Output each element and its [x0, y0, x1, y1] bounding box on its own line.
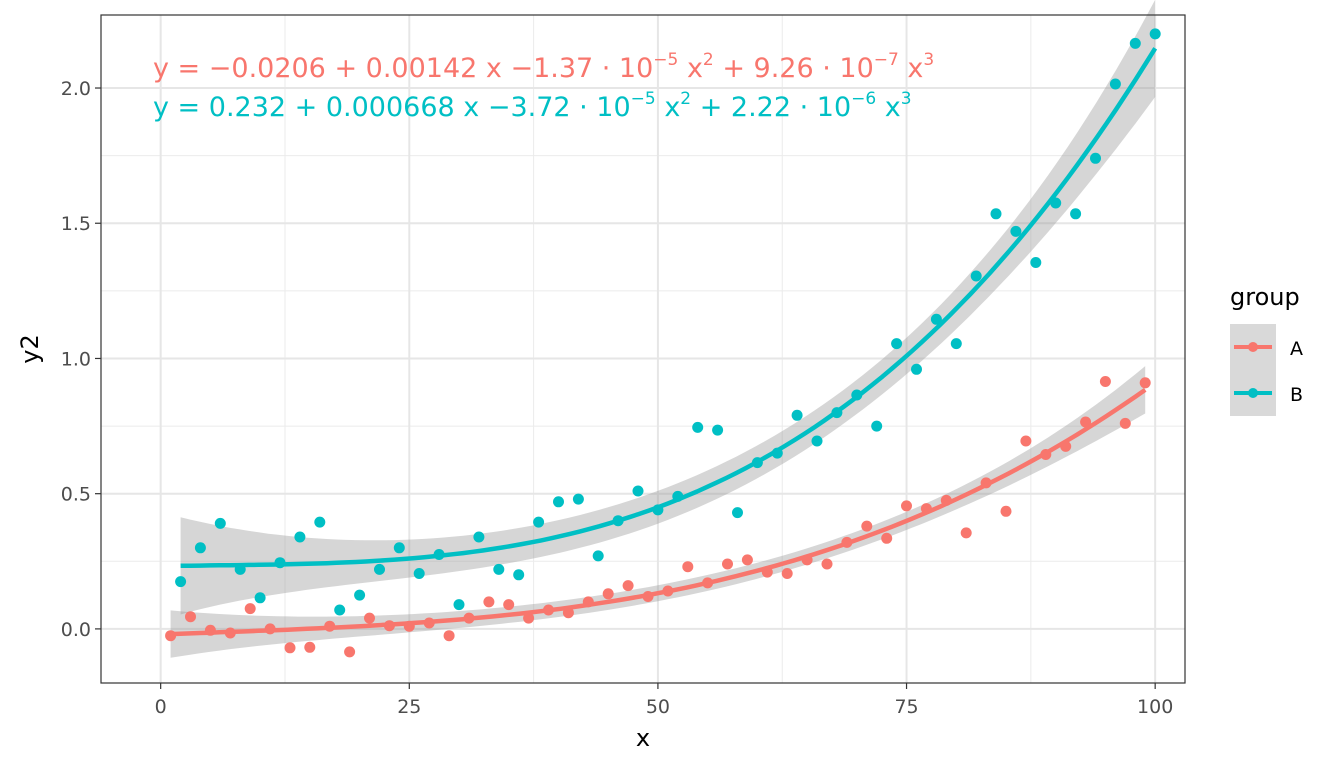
point-b — [374, 563, 385, 575]
point-b — [533, 516, 545, 528]
point-b — [214, 517, 226, 529]
x-tick-label: 100 — [1137, 696, 1173, 718]
point-b — [692, 421, 704, 433]
point-a — [483, 596, 495, 608]
point-b — [194, 542, 206, 554]
point-b — [393, 542, 405, 554]
legend-label-b: B — [1290, 384, 1303, 406]
point-a — [503, 599, 515, 611]
x-tick-label: 50 — [646, 696, 670, 718]
axes: 0 25 50 75 100 0.0 0.5 1.0 1.5 2.0 — [61, 78, 1174, 718]
point-b — [950, 338, 962, 350]
legend-key-b-point — [1248, 388, 1258, 398]
point-a — [622, 580, 634, 592]
point-a — [244, 603, 256, 615]
point-a — [781, 568, 793, 579]
point-b — [1070, 208, 1082, 220]
point-a — [861, 520, 873, 532]
point-a — [602, 588, 614, 600]
point-a — [1080, 416, 1092, 428]
point-b — [1090, 152, 1101, 164]
x-tick-label: 0 — [155, 696, 167, 718]
point-b — [930, 313, 942, 325]
point-a — [960, 527, 972, 539]
point-b — [1030, 257, 1042, 268]
point-b — [1129, 37, 1141, 49]
data-points — [165, 28, 1161, 658]
panel-border — [100, 14, 1186, 684]
point-b — [334, 604, 346, 616]
point-a — [364, 612, 375, 624]
point-b — [453, 599, 465, 611]
point-b — [175, 576, 187, 588]
point-a — [344, 646, 356, 658]
point-b — [473, 531, 485, 543]
y-tick-label: 2.0 — [61, 78, 91, 100]
point-a — [284, 642, 296, 654]
point-b — [314, 516, 326, 528]
legend: group A B — [1230, 283, 1303, 416]
x-tick-label: 75 — [894, 696, 918, 718]
y-tick-label: 0.5 — [61, 484, 91, 506]
point-b — [493, 563, 505, 575]
point-a — [1000, 505, 1012, 517]
point-a — [1139, 377, 1151, 389]
point-b — [990, 208, 1002, 220]
y-tick-label: 1.5 — [61, 213, 91, 235]
point-b — [791, 409, 803, 421]
point-b — [254, 592, 266, 604]
point-b — [553, 496, 564, 508]
grid-lines — [101, 15, 1185, 683]
point-a — [1119, 417, 1131, 429]
point-a — [881, 532, 893, 544]
point-a — [523, 612, 535, 624]
point-b — [811, 435, 823, 447]
point-b — [1109, 78, 1121, 90]
point-a — [1099, 376, 1111, 387]
point-b — [354, 589, 366, 601]
point-a — [185, 611, 196, 623]
legend-key-a-point — [1248, 342, 1258, 352]
point-b — [632, 485, 644, 497]
point-b — [871, 420, 883, 432]
fit-line-a — [170, 387, 1147, 637]
point-b — [1149, 28, 1161, 40]
point-a — [821, 558, 833, 570]
equation-a: y = −0.0206 + 0.00142 x −1.37 · 10−5 x2 … — [153, 50, 934, 84]
legend-label-a: A — [1290, 338, 1303, 360]
point-a — [741, 554, 753, 566]
point-b — [572, 493, 584, 505]
point-b — [970, 270, 982, 282]
point-a — [682, 561, 694, 573]
fit-line-b — [180, 47, 1158, 569]
point-b — [732, 507, 743, 519]
y-tick-label: 1.0 — [61, 348, 91, 370]
point-b — [911, 363, 922, 375]
point-b — [513, 569, 525, 581]
point-a — [901, 500, 912, 512]
legend-title: group — [1230, 283, 1300, 311]
point-a — [304, 641, 316, 653]
point-b — [294, 531, 306, 543]
point-b — [1010, 225, 1022, 237]
point-a — [722, 558, 733, 570]
point-a — [1020, 435, 1032, 447]
point-b — [891, 338, 903, 350]
fit-lines — [170, 47, 1158, 637]
point-b — [413, 568, 425, 579]
point-b — [592, 550, 604, 562]
x-axis-title: x — [636, 724, 650, 752]
point-b — [712, 424, 724, 436]
equation-b: y = 0.232 + 0.000668 x −3.72 · 10−5 x2 +… — [153, 89, 912, 123]
x-tick-label: 25 — [397, 696, 421, 718]
y-tick-label: 0.0 — [61, 619, 91, 641]
point-a — [443, 630, 455, 642]
y-axis-title: y2 — [16, 334, 44, 363]
